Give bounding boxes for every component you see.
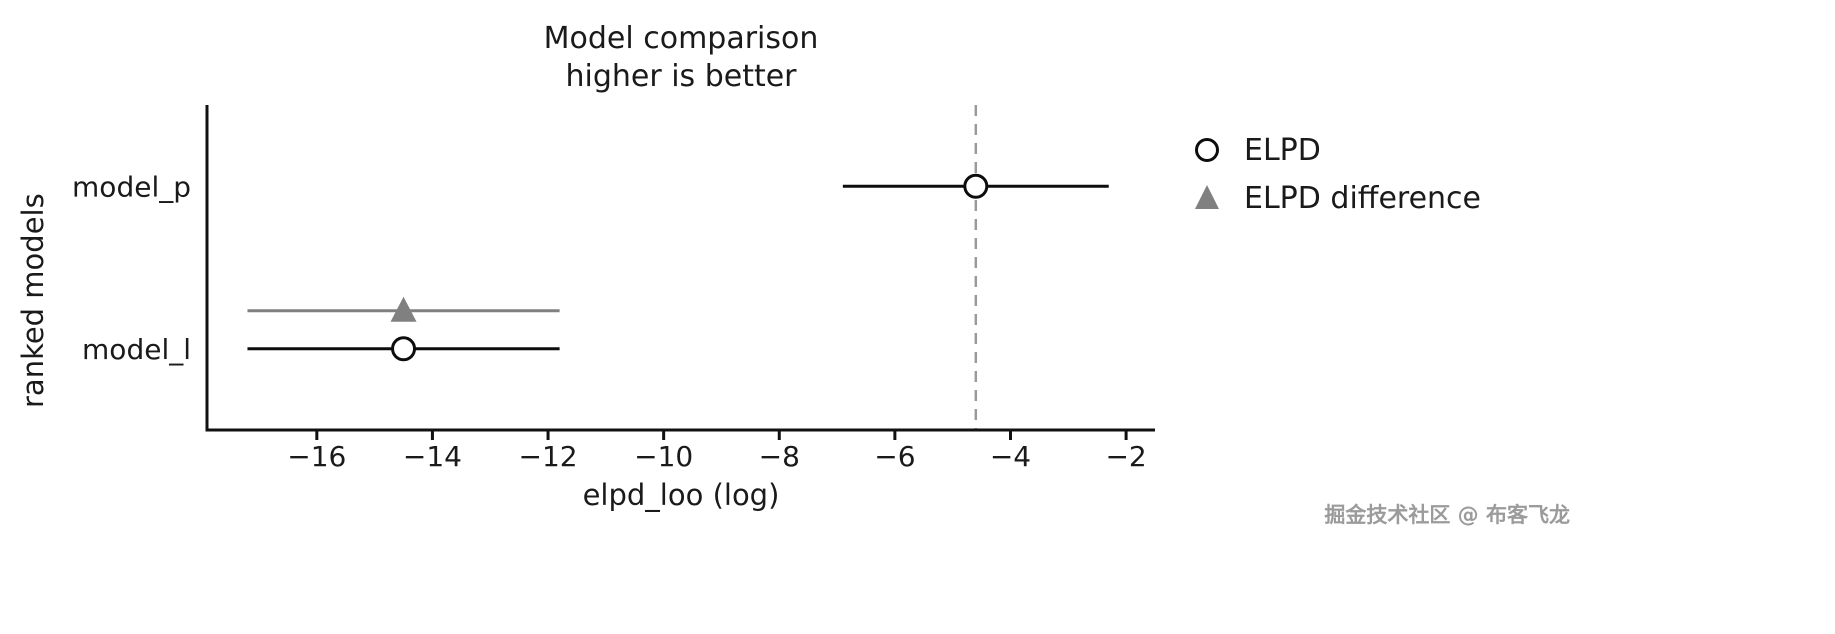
ytick-label: model_l bbox=[82, 333, 191, 366]
legend-item-elpd-difference: ELPD difference bbox=[1192, 174, 1481, 222]
watermark-text: 掘金技术社区 @ 布客飞龙 bbox=[1324, 503, 1570, 527]
chart-title-line1: Model comparison bbox=[543, 21, 819, 56]
legend-label-elpd-difference: ELPD difference bbox=[1244, 180, 1481, 216]
xtick-label: −16 bbox=[287, 440, 346, 473]
xtick-label: −2 bbox=[1105, 440, 1146, 473]
legend: ELPD ELPD difference bbox=[1192, 126, 1481, 222]
xtick-label: −4 bbox=[990, 440, 1031, 473]
legend-label-elpd: ELPD bbox=[1244, 132, 1321, 168]
ytick-label: model_p bbox=[72, 170, 191, 203]
elpd-marker bbox=[963, 173, 989, 199]
chart-title-line2: higher is better bbox=[565, 59, 797, 94]
chart-title: Model comparison higher is better bbox=[207, 20, 1155, 96]
legend-item-elpd: ELPD bbox=[1192, 126, 1481, 174]
y-axis-label: ranked models bbox=[16, 193, 50, 408]
xtick-label: −10 bbox=[634, 440, 693, 473]
elpd-open-circle-icon bbox=[1192, 133, 1228, 167]
x-axis-label: elpd_loo (log) bbox=[582, 478, 780, 512]
xtick-label: −8 bbox=[759, 440, 800, 473]
axis-spines bbox=[205, 105, 1155, 432]
xtick-label: −14 bbox=[403, 440, 462, 473]
xtick-label: −6 bbox=[874, 440, 915, 473]
elpd-difference-marker bbox=[390, 296, 417, 322]
elpd-marker bbox=[391, 336, 417, 362]
xtick-label: −12 bbox=[519, 440, 578, 473]
elpd-difference-triangle-icon bbox=[1192, 181, 1228, 215]
